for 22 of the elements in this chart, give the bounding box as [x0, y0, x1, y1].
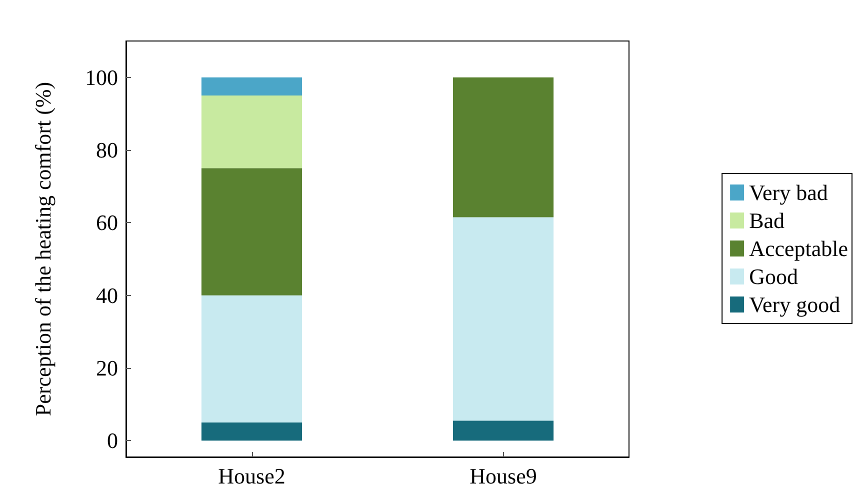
x-tick-label: House2 [218, 464, 286, 488]
legend-label: Very bad [749, 180, 828, 205]
bar [201, 96, 302, 168]
legend-label: Acceptable [749, 236, 848, 261]
y-tick-label: 80 [96, 137, 118, 162]
bar [201, 77, 302, 96]
bar [201, 168, 302, 296]
legend-label: Very good [749, 292, 840, 317]
bar [452, 420, 554, 441]
x-tick-label: House9 [470, 464, 537, 488]
bar [201, 422, 302, 441]
y-tick-label: 0 [107, 428, 118, 454]
bar [201, 295, 302, 422]
bar [452, 77, 554, 218]
y-tick-label: 60 [96, 210, 118, 236]
y-tick-label: 40 [96, 282, 118, 308]
y-tick-label: 20 [96, 355, 118, 380]
y-axis-title: Perception of the heating comfort (%) [30, 82, 56, 416]
bar [452, 217, 554, 421]
legend-label: Good [749, 264, 798, 289]
y-tick-label: 100 [85, 64, 118, 90]
legend-label: Bad [749, 208, 785, 233]
